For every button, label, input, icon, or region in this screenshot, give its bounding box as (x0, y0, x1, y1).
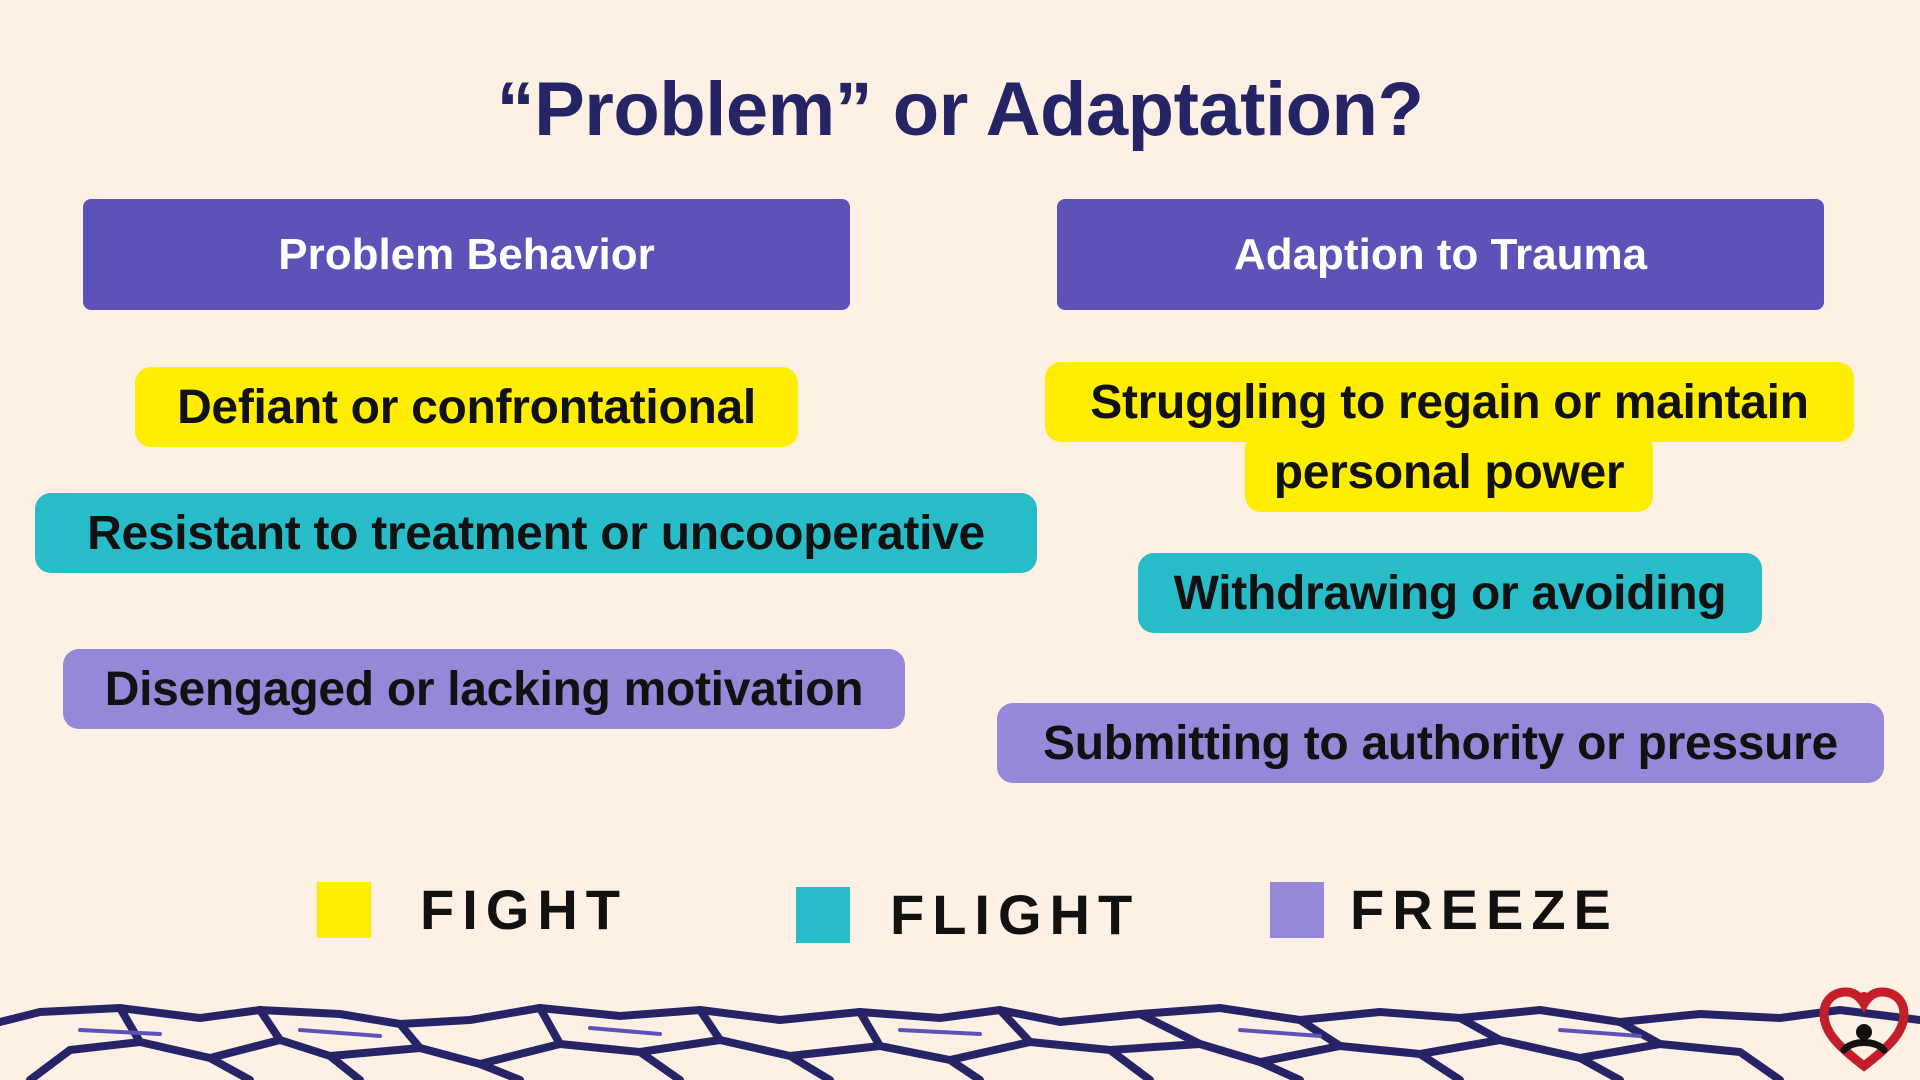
crackle-border-decoration (0, 1004, 1920, 1080)
right-item-fight-line2: personal power (1245, 432, 1653, 512)
heart-person-logo-icon (1819, 987, 1909, 1072)
freeze-label: FREEZE (1350, 878, 1619, 941)
left-item-flight: Resistant to treatment or uncooperative (35, 493, 1037, 573)
right-item-flight: Withdrawing or avoiding (1138, 553, 1762, 633)
right-item-freeze: Submitting to authority or pressure (997, 703, 1884, 783)
flight-swatch (796, 887, 850, 943)
adaption-to-trauma-header: Adaption to Trauma (1057, 199, 1824, 310)
fight-swatch (317, 882, 371, 938)
right-item-fight-line1: Struggling to regain or maintain (1045, 362, 1854, 442)
freeze-swatch (1270, 882, 1324, 938)
problem-behavior-header: Problem Behavior (83, 199, 850, 310)
fight-label: FIGHT (420, 878, 628, 941)
page-title: “Problem” or Adaptation? (496, 67, 1424, 152)
left-item-fight: Defiant or confrontational (135, 367, 798, 447)
flight-label: FLIGHT (890, 883, 1141, 946)
left-item-freeze: Disengaged or lacking motivation (63, 649, 905, 729)
